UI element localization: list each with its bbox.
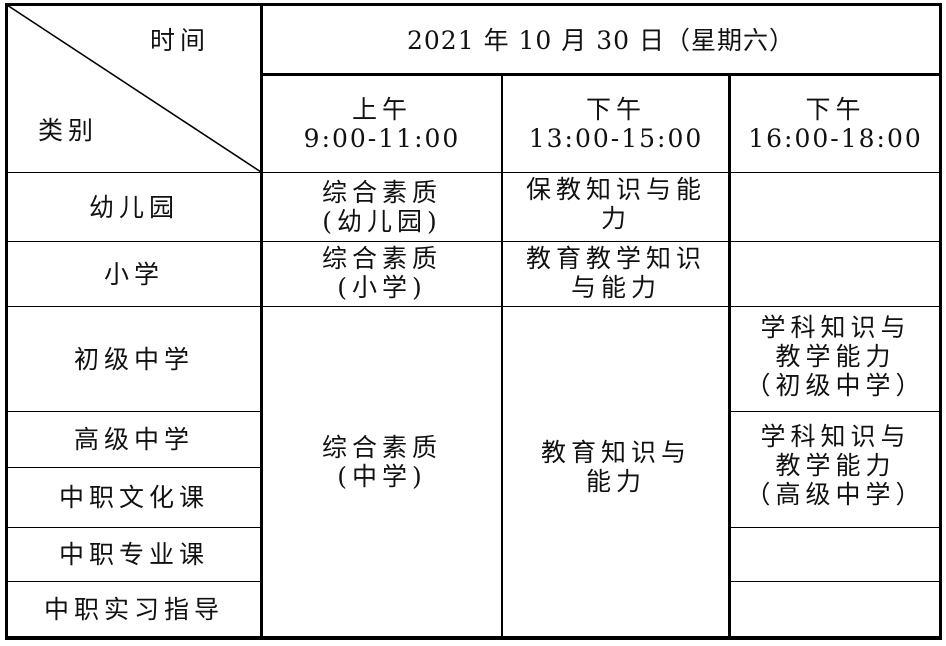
session-header-3: 下午 16:00-18:00 (748, 95, 923, 153)
category-kindergarten: 幼儿园 (88, 192, 179, 222)
category-vocational-major: 中职专业课 (58, 540, 209, 569)
session-header-2: 下午 13:00-15:00 (528, 95, 704, 153)
corner-category-label: 类别 (37, 115, 98, 145)
row-divider-6a (5, 527, 261, 528)
border-top (5, 3, 942, 6)
cell-primary-pm1: 教育教学知识 与能力 (525, 244, 706, 302)
cell-junior-pm2: 学科知识与 教学能力 （初级中学） (745, 313, 926, 400)
date-header: 2021 年 10 月 30 日（星期六） (407, 25, 795, 55)
session-header-1: 上午 9:00-11:00 (303, 95, 461, 153)
cell-kindergarten-am: 综合素质 (幼儿园) (321, 178, 442, 236)
row-divider-5 (5, 467, 261, 468)
col-divider-1 (260, 3, 263, 640)
col-divider-3 (728, 74, 731, 640)
category-vocational-culture: 中职文化课 (58, 483, 209, 512)
row-divider-4b (729, 411, 941, 412)
row-divider-2 (5, 241, 942, 242)
col-divider-2 (501, 74, 503, 640)
corner-time-label: 时间 (149, 25, 210, 55)
category-junior-middle: 初级中学 (73, 344, 194, 374)
row-divider-date (260, 73, 942, 76)
category-vocational-practice: 中职实习指导 (43, 594, 224, 624)
row-divider-6b (729, 527, 941, 528)
category-primary: 小学 (103, 259, 164, 289)
border-left (5, 3, 8, 640)
cell-kindergarten-pm1: 保教知识与能 力 (525, 175, 706, 233)
cell-secondary-am: 综合素质 (中学) (321, 432, 442, 491)
row-divider-7a (5, 581, 261, 582)
row-divider-3 (5, 306, 942, 307)
border-right (939, 3, 942, 640)
cell-primary-am: 综合素质 (小学) (321, 244, 442, 302)
row-divider-header (5, 172, 942, 173)
row-divider-4a (5, 411, 261, 412)
cell-secondary-pm1: 教育知识与 能力 (540, 437, 691, 496)
row-divider-7b (729, 581, 941, 582)
border-bottom (5, 636, 942, 640)
cell-senior-pm2: 学科知识与 教学能力 （高级中学） (745, 422, 926, 509)
category-senior-high: 高级中学 (73, 425, 194, 454)
